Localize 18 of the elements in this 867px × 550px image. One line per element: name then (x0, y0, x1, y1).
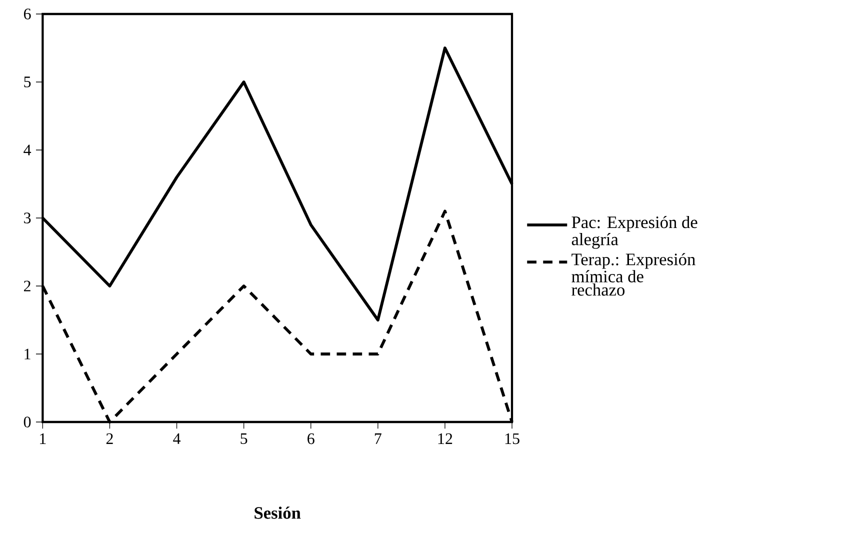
x-tick-label: 15 (505, 433, 520, 444)
x-tick-label: 4 (173, 433, 181, 444)
x-tick-label: 6 (308, 433, 314, 444)
legend-label: Terap.: Expresión mímica de rechazo (572, 253, 696, 296)
y-tick-label: 2 (24, 280, 30, 292)
x-tick-label: 7 (374, 433, 382, 444)
y-tick-label: 3 (24, 212, 31, 224)
y-tick-label: 1 (24, 348, 30, 360)
x-tick-label: 2 (106, 433, 113, 444)
y-tick-label: 0 (24, 416, 31, 428)
x-tick-label: 1 (40, 433, 46, 444)
x-tick-label: 5 (240, 433, 248, 444)
y-tick-label: 6 (24, 8, 31, 20)
x-axis-title: Sesión (254, 506, 301, 519)
y-tick-label: 5 (24, 76, 31, 88)
legend-label: Pac: Expresión de alegría (572, 216, 698, 249)
x-tick-label: 12 (438, 433, 452, 444)
y-tick-label: 4 (24, 144, 32, 156)
